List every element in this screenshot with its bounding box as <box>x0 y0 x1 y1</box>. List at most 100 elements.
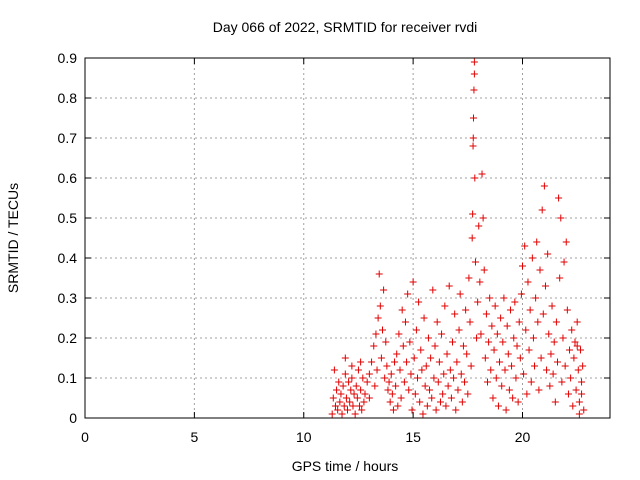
data-point <box>504 350 512 358</box>
data-point <box>543 366 551 374</box>
data-point <box>493 330 501 338</box>
data-point <box>407 370 415 378</box>
data-point <box>527 378 535 386</box>
data-point <box>353 394 361 402</box>
data-point <box>478 170 486 178</box>
data-point <box>506 306 514 314</box>
data-point <box>394 402 402 410</box>
y-tick-label: 0.2 <box>58 330 78 346</box>
data-point <box>476 278 484 286</box>
data-point <box>346 398 354 406</box>
data-point <box>570 354 578 362</box>
data-point <box>521 242 529 250</box>
data-point <box>455 326 463 334</box>
data-point <box>397 394 405 402</box>
data-point <box>484 378 491 386</box>
data-point <box>376 302 384 310</box>
data-point <box>386 398 394 406</box>
data-point <box>463 350 471 358</box>
data-point <box>356 402 364 410</box>
data-point <box>549 370 557 378</box>
data-point <box>409 278 417 286</box>
data-point <box>354 366 362 374</box>
data-point <box>430 374 438 382</box>
data-point <box>453 358 461 366</box>
data-point <box>452 406 460 414</box>
data-point <box>509 394 517 402</box>
data-point <box>389 406 397 414</box>
data-point <box>424 334 432 342</box>
chart-title: Day 066 of 2022, SRMTID for receiver rvd… <box>213 19 478 35</box>
data-point <box>458 398 466 406</box>
data-point <box>561 362 569 370</box>
data-point <box>514 398 522 406</box>
data-point <box>393 350 401 358</box>
data-point <box>375 270 383 278</box>
data-point <box>470 70 478 78</box>
data-point <box>405 386 413 394</box>
data-point <box>441 302 449 310</box>
data-point <box>580 406 588 414</box>
data-point <box>526 306 534 314</box>
data-point <box>443 350 451 358</box>
data-point <box>519 262 526 270</box>
data-point <box>558 378 566 386</box>
data-point <box>344 406 351 414</box>
data-point <box>347 386 355 394</box>
data-point <box>418 366 426 374</box>
data-point <box>552 318 560 326</box>
x-tick-label: 15 <box>405 429 421 445</box>
data-point <box>503 322 511 330</box>
data-point <box>447 394 455 402</box>
data-point <box>475 222 483 230</box>
data-point <box>340 402 348 410</box>
data-point <box>473 334 481 342</box>
data-point <box>512 374 520 382</box>
data-point <box>374 314 382 322</box>
data-point <box>491 302 499 310</box>
data-point <box>464 390 472 398</box>
data-point <box>396 366 404 374</box>
data-point <box>351 410 359 418</box>
data-point <box>372 330 380 338</box>
data-point <box>359 374 367 382</box>
data-point <box>578 378 586 386</box>
data-point <box>438 330 446 338</box>
axis-ticks: 0 0.1 0.2 0.3 0.4 0.5 0.6 0.7 0.8 0.9 0 5 10 15 20 <box>58 50 610 445</box>
data-point <box>357 386 365 394</box>
data-point <box>513 342 521 350</box>
data-point <box>427 354 435 362</box>
data-point <box>365 394 373 402</box>
data-points <box>328 58 588 418</box>
data-point <box>445 282 453 290</box>
data-point <box>440 370 448 378</box>
data-point <box>499 338 507 346</box>
data-point <box>412 326 420 334</box>
data-point <box>439 390 447 398</box>
data-point <box>399 342 407 350</box>
data-point <box>423 402 431 410</box>
data-point <box>435 358 443 366</box>
y-tick-label: 0.7 <box>58 130 78 146</box>
x-tick-label: 0 <box>81 429 89 445</box>
data-point <box>414 374 421 382</box>
data-point <box>446 366 454 374</box>
data-point <box>567 374 575 382</box>
data-point <box>349 402 357 410</box>
data-point <box>348 362 356 370</box>
data-point <box>357 358 365 366</box>
data-point <box>529 334 537 342</box>
data-point <box>398 306 406 314</box>
data-point <box>489 394 497 402</box>
data-point <box>528 254 536 262</box>
data-point <box>466 318 474 326</box>
data-point <box>554 358 561 366</box>
y-tick-label: 0.9 <box>58 50 78 66</box>
data-point <box>535 386 543 394</box>
data-point <box>337 390 345 398</box>
data-point <box>339 382 347 390</box>
data-point <box>524 278 532 286</box>
x-tick-label: 20 <box>515 429 531 445</box>
data-point <box>432 406 440 414</box>
